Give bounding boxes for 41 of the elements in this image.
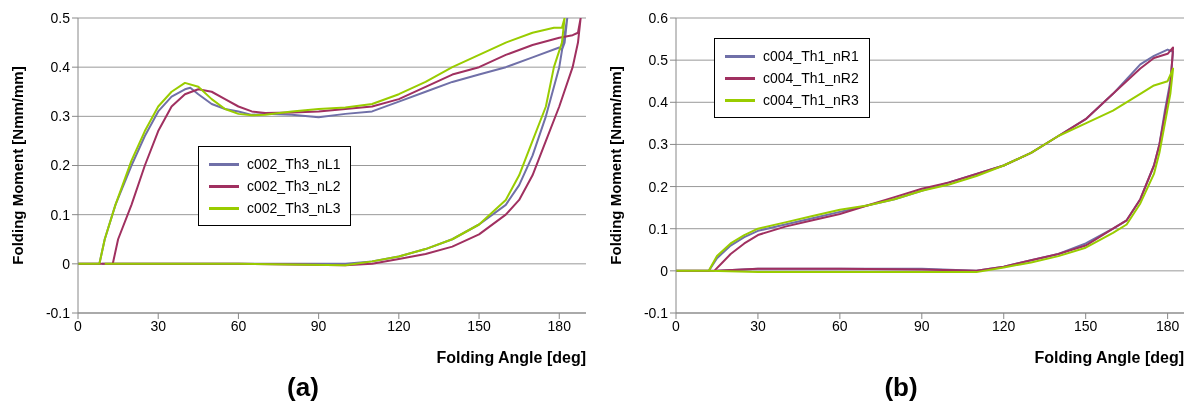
x-tick-label: 30: [750, 317, 766, 334]
x-tick-label: 0: [74, 317, 83, 334]
legend-label: c004_Th1_nR1: [763, 47, 859, 66]
x-tick-label: 180: [547, 317, 572, 334]
x-tick-label: 150: [467, 317, 491, 334]
legend-label: c002_Th3_nL3: [247, 199, 341, 218]
y-tick-label: 0.4: [648, 94, 669, 111]
text: (b): [883, 372, 919, 403]
y-tick-label: 0.1: [648, 220, 669, 237]
y-tick-label: 0.2: [648, 178, 669, 195]
x-tick-label: 90: [914, 317, 930, 334]
x-tick-label: 90: [310, 317, 327, 334]
x-tick-label: 30: [150, 317, 167, 334]
y-tick-label: -0.1: [643, 304, 669, 321]
x-axis-title: Folding Angle [deg]: [1034, 349, 1184, 366]
x-axis-title: Folding Angle [deg]: [436, 349, 586, 366]
y-axis-title: Folding Moment [Nmm/mm]: [9, 66, 27, 265]
text: (a): [286, 372, 320, 403]
x-tick-label: 60: [230, 317, 247, 334]
y-tick-label: 0: [62, 255, 71, 272]
y-tick-label: 0.3: [50, 108, 71, 125]
y-tick-label: 0.3: [648, 136, 669, 153]
y-axis-title: Folding Moment [Nmm/mm]: [607, 66, 625, 265]
x-tick-label: 0: [672, 317, 681, 334]
y-tick-label: 0.5: [648, 52, 669, 69]
legend-label: c002_Th3_nL2: [247, 177, 341, 196]
legend-label: c004_Th1_nR3: [763, 91, 859, 110]
x-tick-label: 120: [992, 317, 1016, 334]
y-tick-label: -0.1: [45, 304, 71, 321]
y-tick-label: 0.5: [50, 9, 71, 26]
y-tick-label: 0.1: [50, 206, 71, 223]
x-tick-label: 60: [832, 317, 848, 334]
legend-label: c004_Th1_nR2: [763, 69, 859, 88]
y-tick-label: 0.2: [50, 157, 71, 174]
y-tick-label: 0.6: [648, 9, 669, 26]
legend-label: c002_Th3_nL1: [247, 155, 341, 174]
x-tick-label: 150: [1074, 317, 1098, 334]
x-tick-label: 120: [387, 317, 411, 334]
y-tick-label: 0.4: [50, 59, 71, 76]
x-tick-label: 180: [1155, 317, 1180, 334]
y-tick-label: 0: [660, 262, 669, 279]
